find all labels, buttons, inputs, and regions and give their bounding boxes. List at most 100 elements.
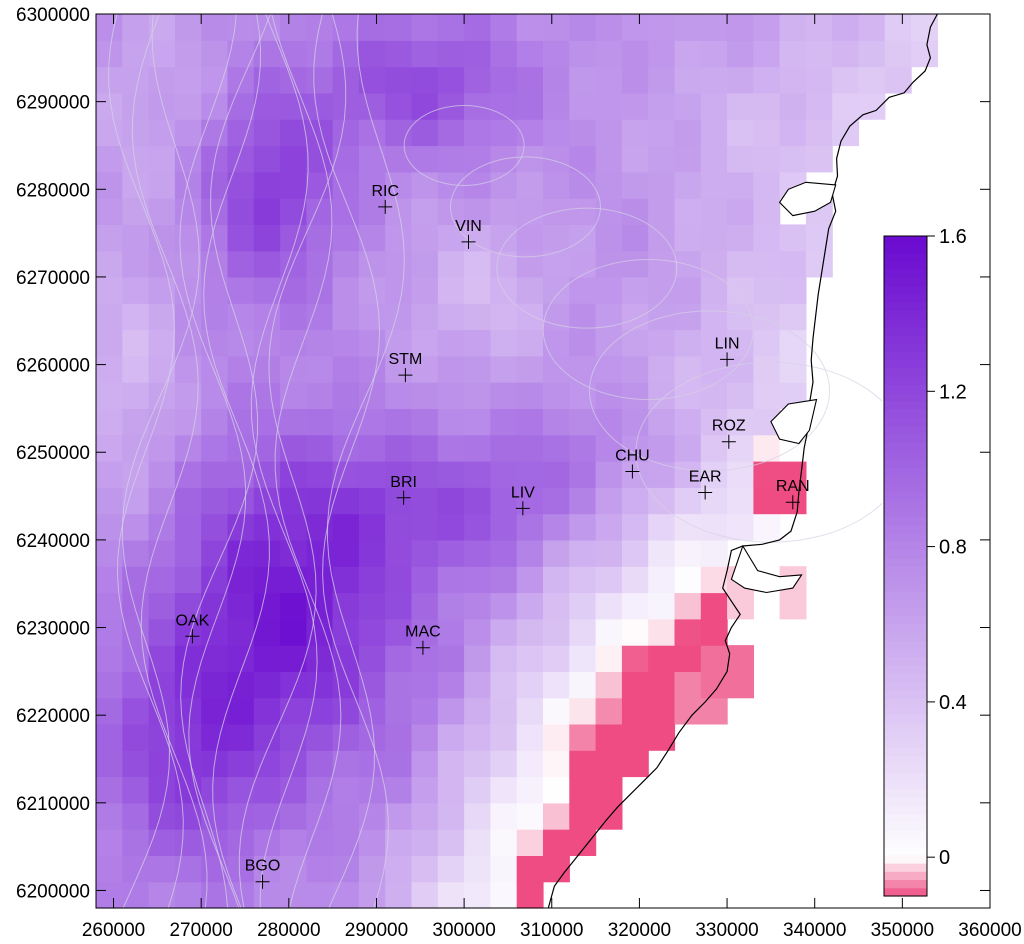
colorbar-segment	[884, 739, 927, 749]
heatmap-cell	[648, 66, 676, 94]
heatmap-cell	[280, 40, 307, 68]
heatmap-cell	[201, 276, 229, 304]
heatmap-cell	[621, 145, 649, 173]
heatmap-grid	[96, 14, 938, 909]
colorbar-tick-label: 0.4	[939, 692, 967, 714]
heatmap-cell	[569, 329, 597, 357]
heatmap-cell	[122, 40, 150, 68]
heatmap-cell	[516, 539, 544, 567]
heatmap-cell	[464, 855, 491, 883]
heatmap-cell	[411, 355, 439, 383]
heatmap-cell	[569, 303, 597, 331]
heatmap-cell	[306, 224, 334, 252]
heatmap-cell	[306, 855, 334, 883]
heatmap-cell	[253, 224, 281, 252]
heatmap-cell	[727, 461, 754, 488]
y-axis: 6200000 6210000 6220000 6230000 6240000 62500…	[16, 5, 990, 902]
heatmap-cell	[779, 66, 807, 94]
heatmap-cell	[595, 750, 623, 778]
heatmap-cell	[411, 855, 439, 883]
heatmap-cell	[385, 618, 413, 646]
heatmap-cell	[490, 776, 518, 804]
heatmap-cell	[543, 750, 570, 778]
heatmap-cell	[385, 697, 413, 725]
colorbar-segment	[884, 450, 927, 460]
station-mac: MAC	[405, 624, 441, 655]
heatmap-cell	[569, 697, 597, 725]
heatmap-cell	[411, 250, 439, 278]
colorbar-segment	[884, 549, 927, 559]
coastline	[547, 13, 938, 909]
heatmap-cell	[385, 40, 413, 68]
heatmap-cell	[516, 40, 544, 68]
heatmap-cell	[385, 513, 413, 541]
heatmap-cell	[358, 198, 386, 225]
heatmap-cell	[569, 566, 597, 594]
heatmap-cell	[621, 408, 649, 436]
heatmap-cell	[621, 723, 649, 751]
heatmap-cell	[385, 224, 413, 252]
heatmap-cell	[148, 66, 176, 94]
station-marker	[785, 495, 800, 510]
station-label: STM	[389, 351, 423, 368]
heatmap-cell	[437, 250, 465, 278]
heatmap-cell	[201, 329, 229, 357]
heatmap-cell	[122, 303, 150, 331]
heatmap-cell	[595, 487, 623, 515]
heatmap-cell	[437, 802, 465, 830]
heatmap-cell	[201, 671, 229, 699]
y-tick-label: 6230000	[16, 619, 90, 640]
contour-line	[250, 13, 318, 909]
colorbar-tick-label: 1.6	[939, 226, 967, 248]
heatmap-cell	[280, 171, 307, 199]
heatmap-cell	[385, 145, 413, 173]
heatmap-cell	[174, 829, 202, 856]
heatmap-cell	[201, 539, 229, 567]
heatmap-cell	[306, 881, 334, 909]
heatmap-cell	[385, 645, 413, 672]
heatmap-cell	[490, 40, 518, 68]
heatmap-cell	[96, 776, 123, 804]
heatmap-cell	[805, 92, 833, 120]
heatmap-cell	[621, 355, 649, 383]
colorbar-segment	[884, 722, 927, 732]
heatmap-cell	[306, 434, 334, 462]
heatmap-cell	[122, 802, 150, 830]
heatmap-cell	[621, 14, 649, 41]
heatmap-cell	[700, 92, 728, 120]
heatmap-cell	[122, 750, 150, 778]
heatmap-cell	[674, 276, 702, 304]
heatmap-cell	[201, 355, 229, 383]
heatmap-cell	[727, 513, 754, 541]
heatmap-cell	[543, 697, 570, 725]
colorbar-segment	[884, 392, 927, 402]
station-label: RAN	[776, 478, 810, 495]
heatmap-cell	[358, 14, 386, 41]
heatmap-cell	[332, 40, 360, 68]
heatmap-cell	[411, 303, 439, 331]
heatmap-cell	[464, 198, 491, 225]
heatmap-cell	[569, 92, 597, 120]
heatmap-cell	[464, 408, 491, 436]
heatmap-cell	[280, 645, 307, 672]
heatmap-cell	[753, 250, 781, 278]
heatmap-cell	[174, 434, 202, 462]
heatmap-cell	[358, 276, 386, 304]
colorbar-segment	[884, 376, 927, 386]
heatmap-cell	[201, 723, 229, 751]
colorbar-segment	[884, 871, 927, 881]
heatmap-cell	[569, 487, 597, 515]
heatmap-cell	[148, 224, 176, 252]
heatmap-cell	[411, 40, 439, 68]
heatmap-cell	[648, 145, 676, 173]
heatmap-cell	[227, 723, 255, 751]
heatmap-cell	[595, 513, 623, 541]
station-label: OAK	[176, 612, 210, 629]
colorbar-segment	[884, 475, 927, 484]
heatmap-cell	[543, 224, 570, 252]
colorbar-segment	[884, 797, 927, 806]
heatmap-cell	[569, 276, 597, 304]
heatmap-cell	[385, 329, 413, 357]
x-tick-label: 360000	[958, 920, 1021, 941]
